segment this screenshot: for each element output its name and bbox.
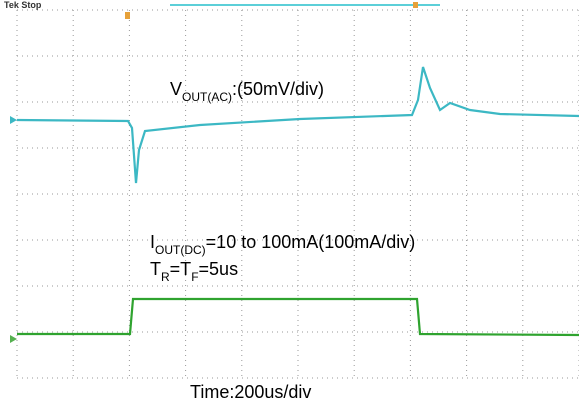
label-part: :(50mV/div)	[232, 79, 324, 99]
label-sub: OUT(AC)	[182, 90, 232, 104]
status: Tek Stop	[4, 0, 42, 10]
label-part: T	[150, 259, 161, 279]
ch-marker	[10, 335, 17, 343]
trigger-marker	[125, 12, 130, 19]
rise-label: TR=TF=5us	[150, 259, 238, 284]
time-label: Time:200us/div	[190, 382, 311, 402]
label-part: =10 to 100mA(100mA/div)	[206, 232, 416, 252]
vout-trace	[16, 66, 579, 184]
vout-label: VOUT(AC):(50mV/div)	[170, 79, 324, 104]
label-part: I	[150, 232, 155, 252]
iout-trace	[17, 297, 579, 337]
label-part: V	[170, 79, 182, 99]
trigger-position	[413, 2, 418, 8]
label-sub: R	[161, 270, 170, 284]
ch-marker	[10, 116, 17, 124]
graticule	[16, 9, 579, 379]
label-sub: OUT(DC)	[155, 243, 206, 257]
iout-label: IOUT(DC)=10 to 100mA(100mA/div)	[150, 232, 415, 257]
label-sub: F	[191, 270, 198, 284]
label-part: =5us	[199, 259, 239, 279]
label-part: =T	[170, 259, 192, 279]
